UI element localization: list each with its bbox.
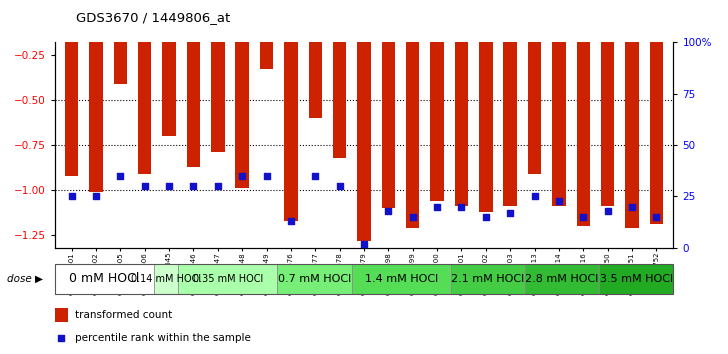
Bar <box>451 264 525 294</box>
Point <box>577 214 589 220</box>
Point <box>651 214 662 220</box>
Text: dose ▶: dose ▶ <box>7 274 43 284</box>
Bar <box>55 264 154 294</box>
Text: 0.7 mM HOCl: 0.7 mM HOCl <box>278 274 351 284</box>
Point <box>626 204 638 210</box>
Bar <box>162 10 175 136</box>
Text: 2.1 mM HOCl: 2.1 mM HOCl <box>451 274 524 284</box>
Bar <box>138 10 151 174</box>
Bar <box>430 10 444 201</box>
Bar <box>333 10 347 158</box>
Bar <box>309 10 322 118</box>
Bar <box>154 264 178 294</box>
Text: transformed count: transformed count <box>75 310 173 320</box>
Bar <box>601 10 614 206</box>
Text: 0.35 mM HOCl: 0.35 mM HOCl <box>193 274 263 284</box>
Bar <box>528 10 541 174</box>
Point <box>382 208 394 214</box>
Point <box>66 194 77 199</box>
Bar <box>553 10 566 206</box>
Bar <box>55 308 68 322</box>
Bar <box>178 264 277 294</box>
Point <box>358 241 370 246</box>
Bar <box>455 10 468 206</box>
Point <box>261 173 272 179</box>
Point <box>431 204 443 210</box>
Text: 2.8 mM HOCl: 2.8 mM HOCl <box>526 274 598 284</box>
Bar <box>65 10 79 176</box>
Bar <box>235 10 249 188</box>
Point <box>553 198 565 204</box>
Point <box>480 214 491 220</box>
Text: 3.5 mM HOCl: 3.5 mM HOCl <box>600 274 673 284</box>
Bar <box>625 10 638 228</box>
Bar <box>599 264 673 294</box>
Bar <box>479 10 493 212</box>
Point <box>334 183 346 189</box>
Point <box>237 173 248 179</box>
Bar <box>90 10 103 192</box>
Point <box>212 183 223 189</box>
Point <box>407 214 419 220</box>
Bar <box>187 10 200 167</box>
Text: 1.4 mM HOCl: 1.4 mM HOCl <box>365 274 438 284</box>
Text: 0.14 mM HOCl: 0.14 mM HOCl <box>131 274 201 284</box>
Point <box>188 183 199 189</box>
Point <box>529 194 540 199</box>
Bar <box>277 264 352 294</box>
Point <box>55 335 67 341</box>
Point <box>90 194 102 199</box>
Bar <box>211 10 224 152</box>
Point <box>285 218 297 224</box>
Point <box>139 183 151 189</box>
Point <box>309 173 321 179</box>
Point <box>456 204 467 210</box>
Bar <box>114 10 127 84</box>
Point <box>602 208 614 214</box>
Text: percentile rank within the sample: percentile rank within the sample <box>75 333 251 343</box>
Text: GDS3670 / 1449806_at: GDS3670 / 1449806_at <box>76 11 231 24</box>
Point <box>505 210 516 216</box>
Bar <box>260 10 273 69</box>
Bar <box>504 10 517 206</box>
Bar <box>577 10 590 226</box>
Point <box>114 173 126 179</box>
Bar <box>357 10 371 241</box>
Bar <box>406 10 419 228</box>
Bar <box>284 10 298 221</box>
Text: 0 mM HOCl: 0 mM HOCl <box>69 272 139 285</box>
Bar <box>525 264 599 294</box>
Bar <box>381 10 395 208</box>
Bar <box>649 10 663 224</box>
Point <box>163 183 175 189</box>
Bar <box>352 264 451 294</box>
